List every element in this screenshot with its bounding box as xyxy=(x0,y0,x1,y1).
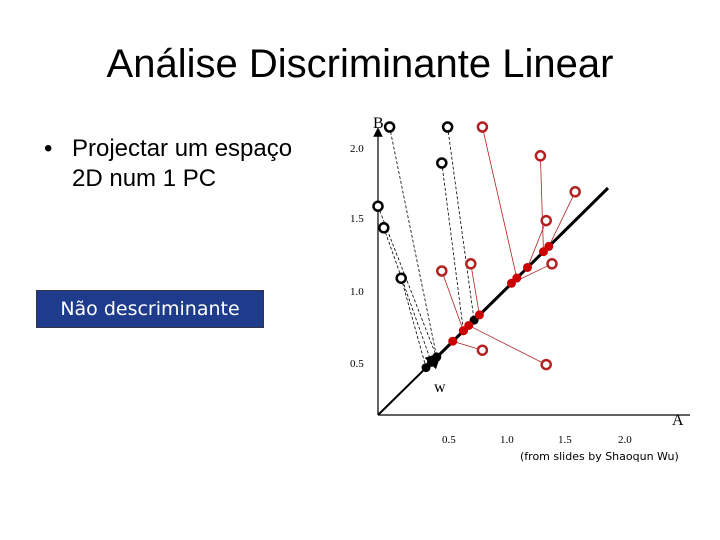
y-tick-2-0: 2.0 xyxy=(350,143,364,155)
class-red-projected-point xyxy=(544,241,554,251)
y-axis-label: B xyxy=(373,115,384,132)
w-label: w xyxy=(434,379,446,396)
page-title: Análise Discriminante Linear xyxy=(106,42,614,86)
x-axis-label: A xyxy=(672,412,684,429)
class-red-projected-point xyxy=(464,320,474,330)
class-red-data-point xyxy=(465,258,477,270)
class-red-projection-line xyxy=(527,220,547,268)
class-red-projected-point xyxy=(474,310,484,320)
class-red-data-point xyxy=(540,214,552,227)
class-red-projection-line xyxy=(468,325,547,365)
x-tick-1-0: 1.0 xyxy=(500,434,514,446)
class-black-data-point xyxy=(378,222,390,234)
y-tick-0-5: 0.5 xyxy=(350,358,364,370)
credit-text: (from slides by Shaoqun Wu) xyxy=(520,450,679,463)
class-black-data-point xyxy=(441,121,454,133)
y-tick-1-5: 1.5 xyxy=(350,213,364,225)
class-black-projection-line xyxy=(400,278,427,368)
class-red-data-point xyxy=(540,358,552,371)
class-red-projected-point xyxy=(448,336,458,346)
class-red-projected-point xyxy=(522,262,532,272)
class-red-projection-line xyxy=(548,191,576,247)
class-red-projection-line xyxy=(482,126,518,279)
class-red-data-point xyxy=(476,344,489,356)
class-red-projection-line xyxy=(441,270,464,331)
x-tick-0-5: 0.5 xyxy=(442,434,456,446)
bullet-text-line2: 2D num 1 PC xyxy=(72,165,217,192)
non-discriminant-badge: Não descriminante xyxy=(36,290,264,328)
y-tick-1-0: 1.0 xyxy=(350,286,364,298)
x-tick-2-0: 2.0 xyxy=(618,434,632,446)
class-black-projection-line xyxy=(389,126,438,358)
class-black-projection-line xyxy=(383,227,432,363)
original-points xyxy=(372,121,581,371)
x-tick-1-5: 1.5 xyxy=(558,434,572,446)
class-red-projection-line xyxy=(540,155,544,252)
class-red-data-point xyxy=(476,121,489,133)
class-red-data-point xyxy=(534,150,547,162)
class-black-data-point xyxy=(436,157,448,169)
class-black-data-point xyxy=(372,200,384,212)
class-black-data-point xyxy=(383,121,396,133)
projected-points xyxy=(421,241,554,373)
class-red-projected-point xyxy=(506,278,516,288)
class-red-data-point xyxy=(569,186,581,198)
class-black-projection-line xyxy=(447,126,475,321)
class-black-projected-point xyxy=(421,363,431,373)
class-red-data-point xyxy=(546,258,558,270)
class-red-projection-line xyxy=(470,263,480,315)
class-black-data-point xyxy=(395,272,407,284)
class-red-data-point xyxy=(436,265,448,277)
bullet-text-line1: Projectar um espaço xyxy=(72,135,293,162)
class-black-projection-line xyxy=(441,162,464,331)
bullet-marker: • xyxy=(44,135,53,162)
bullet-text: Projectar um espaço 2D num 1 PC xyxy=(72,134,352,194)
